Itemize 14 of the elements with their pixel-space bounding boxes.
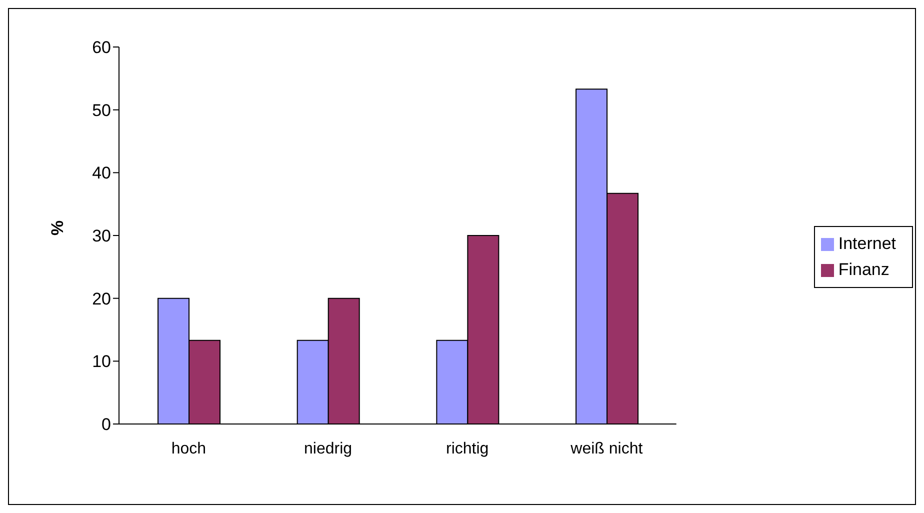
y-tick-label: 60 [92, 38, 111, 58]
y-tick-label: 0 [102, 415, 111, 434]
y-tick-label: 40 [92, 164, 111, 183]
y-axis-title: % [48, 220, 68, 236]
y-tick-label: 50 [92, 100, 111, 120]
legend-label: Finanz [838, 260, 890, 278]
x-tick-label: richtig [446, 440, 489, 458]
x-tick-label: hoch [171, 440, 206, 458]
x-tick-label: weiß nicht [570, 440, 644, 458]
x-tick-label: niedrig [304, 440, 352, 458]
y-tick-label: 10 [92, 352, 111, 372]
legend-label: Internet [838, 234, 896, 252]
y-tick-label: 30 [92, 226, 111, 246]
y-tick-label: 20 [92, 289, 111, 308]
